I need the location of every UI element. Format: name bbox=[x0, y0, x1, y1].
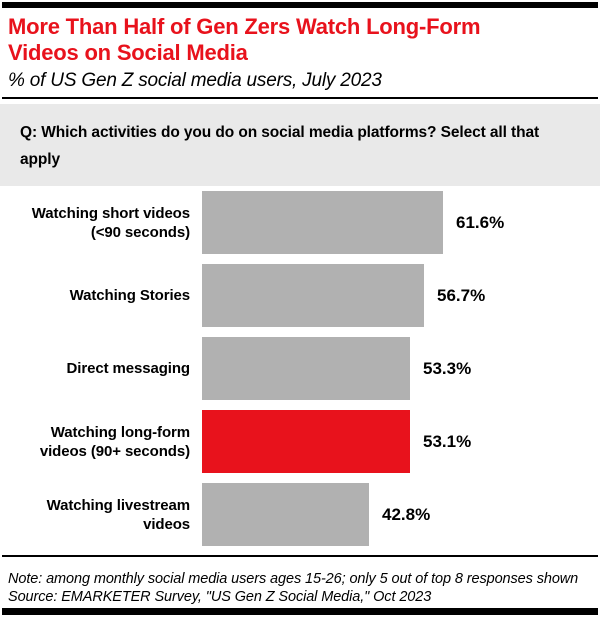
bar-track: 42.8% bbox=[202, 483, 600, 546]
bar bbox=[202, 410, 410, 473]
chart-header: More Than Half of Gen Zers Watch Long-Fo… bbox=[0, 8, 600, 97]
survey-question-text: Q: Which activities do you do on social … bbox=[20, 124, 540, 168]
bar-value-label: 42.8% bbox=[382, 504, 431, 524]
bar-value-label: 53.1% bbox=[423, 431, 472, 451]
bar-category-label: Watching short videos (<90 seconds) bbox=[31, 204, 190, 241]
chart-footer: Note: among monthly social media users a… bbox=[0, 566, 600, 606]
bottom-rule bbox=[2, 608, 598, 615]
bar-chart: Watching short videos (<90 seconds) 61.6… bbox=[0, 191, 600, 546]
bar-category-label: Watching livestream videos bbox=[46, 496, 191, 533]
bar-row: Watching short videos (<90 seconds) 61.6… bbox=[0, 191, 600, 254]
bar-category-label: Watching long-form videos (90+ seconds) bbox=[39, 423, 190, 460]
bar bbox=[202, 337, 410, 400]
bar-row: Direct messaging 53.3% bbox=[0, 337, 600, 400]
bar-row: Watching Stories 56.7% bbox=[0, 264, 600, 327]
bar-row: Watching long-form videos (90+ seconds) … bbox=[0, 410, 600, 473]
bar-value-label: 53.3% bbox=[423, 358, 472, 378]
source-text: Source: EMARKETER Survey, "US Gen Z Soci… bbox=[8, 589, 432, 605]
chart-subtitle: % of US Gen Z social media users, July 2… bbox=[8, 70, 382, 91]
bar-track: 61.6% bbox=[202, 191, 600, 254]
bar-category-label: Watching Stories bbox=[69, 287, 190, 304]
note-text: Note: among monthly social media users a… bbox=[8, 571, 579, 587]
bar-track: 56.7% bbox=[202, 264, 600, 327]
bar-value-label: 61.6% bbox=[456, 212, 505, 232]
footer-divider bbox=[2, 555, 598, 557]
top-rule bbox=[2, 2, 598, 8]
bar-row: Watching livestream videos 42.8% bbox=[0, 483, 600, 546]
bar-track: 53.3% bbox=[202, 337, 600, 400]
bar-category-label: Direct messaging bbox=[66, 360, 191, 377]
chart-title: More Than Half of Gen Zers Watch Long-Fo… bbox=[8, 14, 481, 65]
bar-track: 53.1% bbox=[202, 410, 600, 473]
survey-question-box: Q: Which activities do you do on social … bbox=[0, 104, 600, 186]
header-divider bbox=[2, 97, 598, 99]
bar bbox=[202, 264, 424, 327]
bar-value-label: 56.7% bbox=[437, 285, 486, 305]
bar bbox=[202, 483, 369, 546]
bar bbox=[202, 191, 443, 254]
